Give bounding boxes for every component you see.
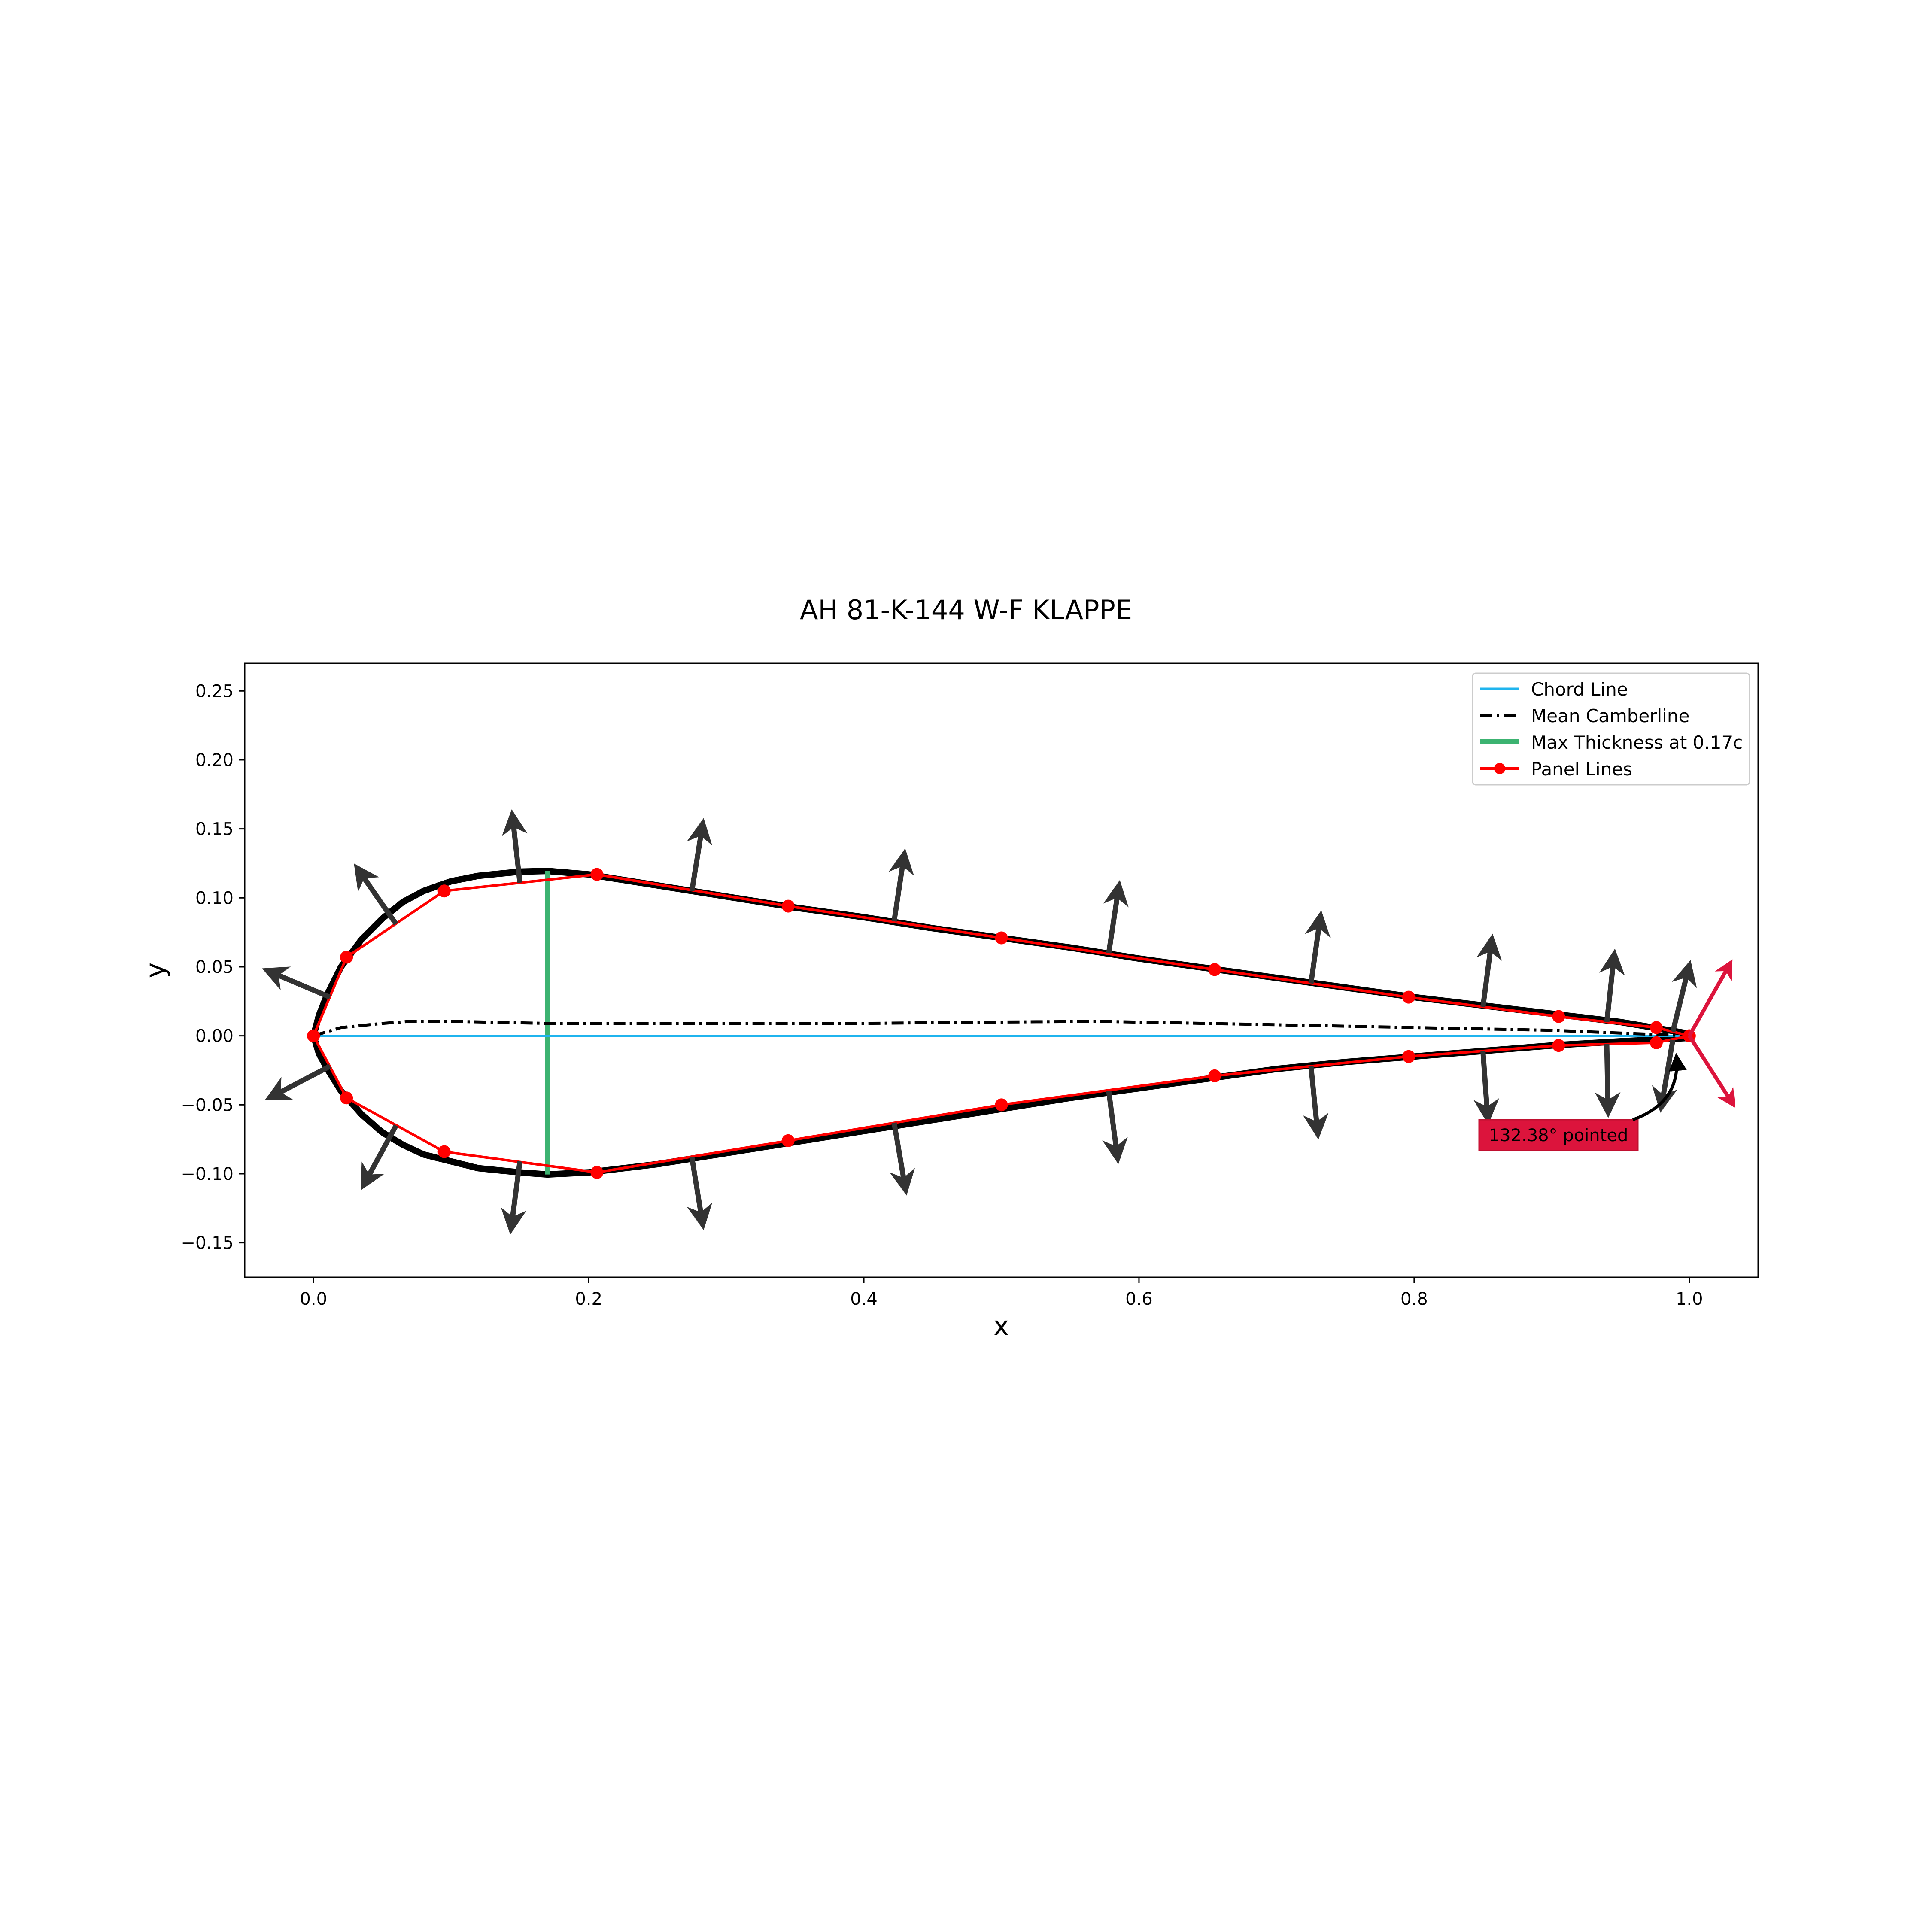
panel-point bbox=[437, 1145, 451, 1158]
panel-normal-arrow bbox=[501, 809, 528, 883]
x-tick-label: 0.8 bbox=[1400, 1289, 1428, 1309]
y-tick-label: 0.05 bbox=[195, 957, 234, 977]
legend: Chord Line Mean Camberline Max Thickness… bbox=[1472, 672, 1750, 786]
legend-label-mean-camberline: Mean Camberline bbox=[1531, 705, 1689, 726]
panel-normal-arrow bbox=[687, 1157, 712, 1230]
mean-camberline bbox=[313, 1020, 1689, 1038]
y-tick-label: 0.25 bbox=[195, 681, 234, 701]
panel-normal-arrow bbox=[1103, 880, 1129, 954]
panel-point bbox=[1552, 1010, 1565, 1023]
panel-normal-arrow bbox=[888, 848, 914, 922]
panel-point bbox=[995, 1098, 1008, 1112]
panel-point bbox=[340, 951, 353, 964]
panel-point bbox=[995, 931, 1008, 945]
panel-normal-arrow bbox=[1476, 933, 1502, 1007]
panel-point bbox=[340, 1091, 353, 1105]
panel-point bbox=[1552, 1039, 1565, 1052]
panel-normal-arrow bbox=[687, 818, 712, 892]
legend-label-chord-line: Chord Line bbox=[1531, 679, 1628, 700]
y-tick-label: −0.05 bbox=[181, 1095, 234, 1115]
trailing-edge-annotation-connector bbox=[1632, 1053, 1687, 1121]
y-axis: 0.25 0.20 0.15 0.10 0.05 0.00 −0.05 −0.10 −0.15 bbox=[181, 681, 245, 1253]
legend-entry-mean-camberline: Mean Camberline bbox=[1480, 705, 1689, 726]
y-tick-label: 0.15 bbox=[195, 820, 234, 839]
panel-normal-arrow bbox=[361, 1124, 398, 1191]
panel-point bbox=[1208, 963, 1221, 976]
chart-title: AH 81-K-144 W-F KLAPPE bbox=[800, 594, 1132, 626]
panel-point bbox=[1402, 990, 1416, 1004]
y-tick-label: −0.15 bbox=[181, 1233, 234, 1253]
panel-normal-arrow bbox=[501, 1161, 527, 1235]
panel-normal-arrow bbox=[1652, 1039, 1677, 1113]
panel-point bbox=[781, 899, 795, 913]
panel-point bbox=[590, 868, 604, 881]
panel-point bbox=[1649, 1036, 1663, 1049]
legend-entry-chord-line: Chord Line bbox=[1480, 679, 1628, 700]
panel-normal-arrow bbox=[1305, 910, 1331, 984]
panel-normal-arrow bbox=[1670, 960, 1697, 1033]
legend-box bbox=[1472, 672, 1750, 786]
plot-marks: 132.38° pointed bbox=[262, 809, 1736, 1235]
panel-point bbox=[590, 1166, 604, 1179]
panel-normal-arrow bbox=[889, 1122, 915, 1196]
trailing-edge-vector-up bbox=[1687, 959, 1733, 1037]
x-tick-label: 0.4 bbox=[850, 1289, 878, 1309]
trailing-edge-annotation-box bbox=[1478, 1119, 1639, 1151]
panel-normal-arrow bbox=[1473, 1051, 1499, 1125]
panel-point bbox=[781, 1134, 795, 1147]
y-axis-label: y bbox=[140, 963, 171, 978]
legend-label-max-thickness: Max Thickness at 0.17c bbox=[1531, 732, 1743, 753]
legend-entry-panel-lines: Panel Lines bbox=[1480, 759, 1632, 780]
x-tick-label: 1.0 bbox=[1676, 1289, 1703, 1309]
panel-normal-arrow bbox=[262, 966, 331, 1000]
panel-point bbox=[1649, 1021, 1663, 1034]
y-tick-label: 0.20 bbox=[195, 750, 234, 770]
panel-normal-arrow bbox=[1595, 1044, 1621, 1118]
y-tick-label: −0.10 bbox=[181, 1164, 234, 1184]
y-tick-label: 0.00 bbox=[195, 1027, 234, 1046]
legend-swatch-panel-marker bbox=[1494, 763, 1505, 774]
legend-label-panel-lines: Panel Lines bbox=[1531, 759, 1632, 780]
panel-point bbox=[1402, 1050, 1416, 1063]
x-axis: 0.0 0.2 0.4 0.6 0.8 1.0 bbox=[300, 1277, 1703, 1309]
panel-normal-arrow bbox=[264, 1064, 331, 1101]
panel-normal-arrow bbox=[1303, 1066, 1329, 1140]
legend-entry-max-thickness: Max Thickness at 0.17c bbox=[1480, 732, 1743, 753]
plot-area: 132.38° pointed bbox=[244, 662, 1759, 1278]
x-axis-label: x bbox=[993, 1310, 1009, 1342]
x-tick-label: 0.6 bbox=[1125, 1289, 1153, 1309]
panel-point bbox=[437, 884, 451, 898]
x-tick-label: 0.0 bbox=[300, 1289, 327, 1309]
trailing-edge-annotation: 132.38° pointed bbox=[1489, 1126, 1628, 1145]
panel-normal-arrow bbox=[354, 863, 398, 926]
panel-normal-arrow bbox=[1599, 948, 1625, 1023]
y-tick-label: 0.10 bbox=[195, 888, 234, 908]
trailing-edge-vector-down bbox=[1687, 1035, 1736, 1108]
panel-normal-arrow bbox=[1102, 1091, 1128, 1164]
panel-point bbox=[307, 1029, 320, 1042]
panel-point bbox=[1208, 1069, 1221, 1082]
x-tick-label: 0.2 bbox=[575, 1289, 602, 1309]
plot-frame bbox=[244, 662, 1759, 1278]
